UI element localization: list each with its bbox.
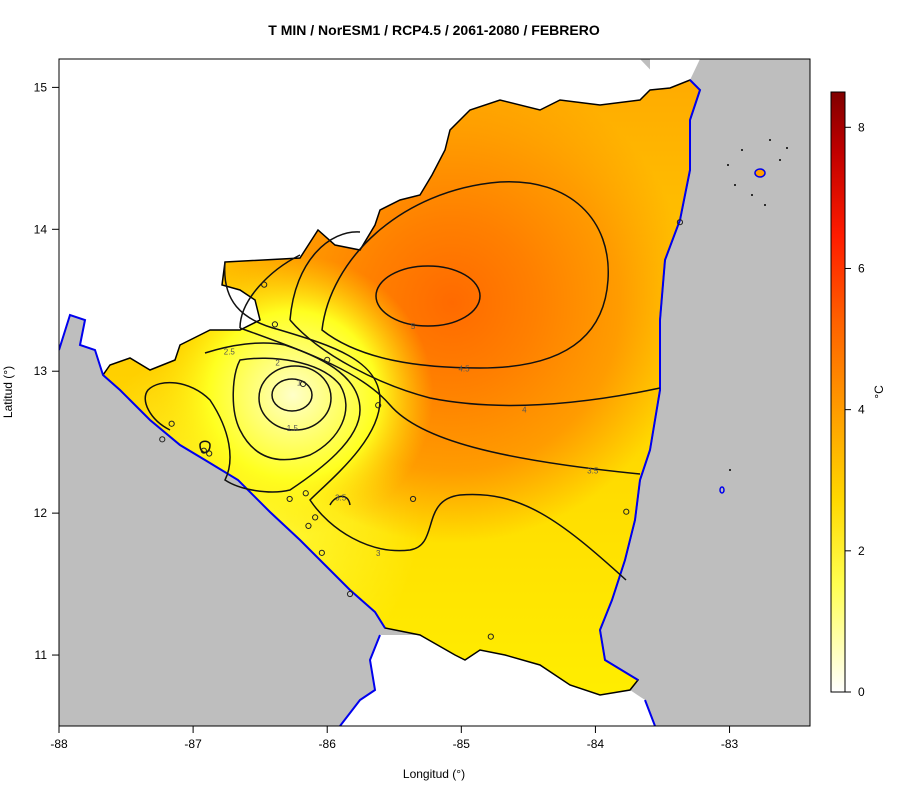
- contour-2-5-west: [199, 440, 211, 454]
- contour-2: [232, 357, 347, 461]
- contour-label: 4.5: [458, 364, 470, 373]
- contour-label: 3.5: [587, 467, 599, 476]
- y-tick-label: 14: [34, 222, 48, 236]
- x-axis-title: Longitud (°): [403, 767, 465, 781]
- x-tick-label: -85: [453, 737, 471, 751]
- contour-label: 3.5: [335, 494, 347, 503]
- legend-colorbar: [830, 91, 846, 693]
- station-marker: [206, 450, 213, 457]
- contour-4-5: [321, 181, 609, 369]
- map-title: T MIN / NorESM1 / RCP4.5 / 2061-2080 / F…: [268, 22, 600, 38]
- isotherm-contours: [144, 181, 661, 581]
- station-marker: [346, 590, 354, 598]
- y-tick-label: 13: [34, 364, 48, 378]
- legend-tick-label: 0: [858, 685, 865, 699]
- station-marker: [676, 219, 684, 226]
- x-tick-label: -87: [184, 737, 202, 751]
- station-marker: [286, 495, 293, 503]
- y-axis-title: Latitud (°): [1, 366, 15, 418]
- costa-rica-land: [340, 635, 655, 726]
- y-axis: 11 12 13 14 15: [34, 80, 59, 662]
- east-gray-land: [600, 59, 810, 726]
- contour-label: 1.5: [287, 424, 299, 433]
- x-tick-label: -83: [721, 737, 739, 751]
- map-plot-area: 1 1.5 2 2.5 3 3.5 3.5 4 4.5 5: [59, 59, 810, 726]
- plot-frame: [58, 58, 811, 727]
- contour-label: 5: [411, 322, 416, 331]
- legend-unit: °C: [872, 385, 886, 399]
- contour-2-5: [144, 342, 361, 493]
- legend-tick-label: 8: [858, 120, 865, 134]
- contour-3-5-small: [329, 495, 351, 506]
- corn-islands: [719, 139, 788, 494]
- station-marker: [168, 420, 175, 427]
- y-tick-label: 15: [34, 80, 48, 94]
- legend-tick-label: 2: [858, 544, 865, 558]
- x-tick-label: -88: [50, 737, 68, 751]
- station-marker: [159, 436, 166, 443]
- contour-5: [375, 265, 481, 327]
- legend-tick-label: 6: [858, 261, 865, 275]
- x-axis: -88 -87 -86 -85 -84 -83: [50, 726, 739, 751]
- station-marker: [261, 281, 268, 288]
- station-marker: [375, 402, 382, 409]
- legend-ticks: 0 2 4 6 8: [845, 120, 865, 699]
- contour-label: 4: [522, 406, 527, 415]
- contour-label: 2: [275, 359, 280, 368]
- contour-label: 2.5: [224, 347, 236, 356]
- contour-1-5: [258, 365, 332, 431]
- honduras-land: [59, 59, 660, 375]
- contour-label: 3: [376, 549, 381, 558]
- station-marker: [318, 549, 325, 556]
- costa-rica-caribbean-coast: [644, 699, 656, 726]
- gulf-fonseca-coast: [59, 313, 104, 376]
- legend-tick-label: 4: [858, 403, 865, 417]
- x-tick-label: -84: [587, 737, 605, 751]
- station-marker: [324, 356, 331, 363]
- station-marker: [312, 514, 319, 521]
- contour-label-layer: 1 1.5 2 2.5 3 3.5 3.5 4 4.5 5: [224, 322, 599, 558]
- caribbean-coast: [598, 79, 702, 681]
- honduras-land-east: [650, 59, 700, 90]
- contour-3: [223, 261, 627, 581]
- contour-label: 1: [297, 379, 302, 388]
- contour-1: [271, 378, 313, 412]
- pacific-coast: [102, 374, 386, 629]
- station-marker: [302, 490, 309, 497]
- station-marker: [200, 447, 207, 454]
- station-marker: [271, 321, 279, 328]
- color-legend: 0 2 4 6 8 °C: [830, 91, 886, 699]
- station-marker: [487, 633, 494, 640]
- x-tick-label: -86: [319, 737, 337, 751]
- station-marker: [299, 380, 307, 388]
- station-marker: [305, 522, 312, 530]
- y-tick-label: 11: [35, 648, 48, 662]
- station-layer: [159, 219, 684, 640]
- y-tick-label: 12: [34, 506, 48, 520]
- costa-rica-pacific-coast: [339, 634, 381, 726]
- contour-4: [289, 231, 661, 407]
- station-marker: [409, 495, 417, 503]
- station-marker: [623, 508, 630, 515]
